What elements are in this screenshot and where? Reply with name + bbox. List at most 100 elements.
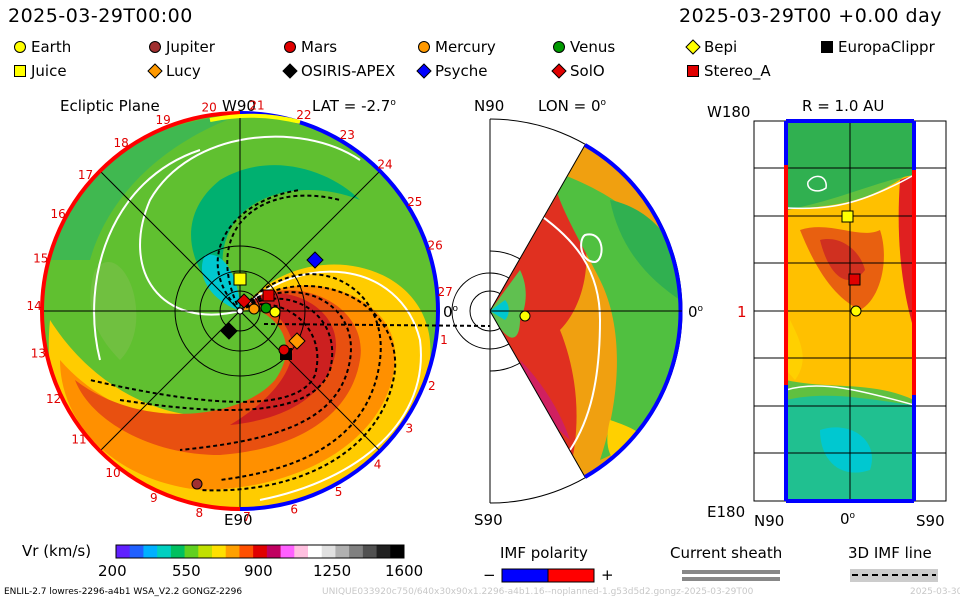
legend-diamond-icon [416, 63, 432, 79]
legend-item-venus: Venus [551, 38, 615, 56]
legend-item-label: SolO [570, 62, 605, 80]
radial-juice-marker [841, 210, 854, 223]
sector-label: 3 [405, 421, 413, 435]
colorbar-cell [321, 545, 336, 558]
legend-item-juice: Juice [12, 62, 67, 80]
sector-label: 18 [113, 136, 128, 150]
sun-marker [236, 307, 244, 315]
sector-label: 10 [105, 466, 120, 480]
legend-circle-icon [284, 41, 296, 53]
colorbar-cell [116, 545, 131, 558]
colorbar-tick-1250: 1250 [313, 562, 352, 580]
ecliptic-current-sheath [93, 135, 422, 501]
ecliptic-right-label: 0o [443, 303, 459, 321]
left-timestamp: 2025-03-29T00:00 [8, 5, 193, 27]
legend-item-solo: SolO [551, 62, 605, 80]
imf-minus-label: − [483, 566, 496, 584]
colorbar-cell [308, 545, 323, 558]
colorbar-tick-200: 200 [98, 562, 127, 580]
meridional-current-sheath [539, 214, 603, 451]
colorbar-cell [390, 545, 405, 558]
legend-square-icon [821, 41, 833, 53]
legend-diamond-icon [685, 39, 701, 55]
legend-item-label: OSIRIS-APEX [301, 62, 396, 80]
sector-label: 9 [150, 491, 158, 505]
colorbar-cell [239, 545, 254, 558]
solo-marker [236, 293, 252, 309]
colorbar-tick-550: 550 [172, 562, 201, 580]
colorbar-tick-1600: 1600 [385, 562, 424, 580]
lucy-marker [288, 332, 306, 350]
ecliptic-sheath-arc [209, 113, 301, 124]
legend-square-icon [14, 65, 26, 77]
ecliptic-imf-positive-arc [239, 111, 440, 511]
legend-square-icon [687, 65, 699, 77]
legend-circle-icon [418, 41, 430, 53]
sector-label: 4 [374, 457, 382, 471]
sector-label: 5 [335, 485, 343, 499]
radial-x-right: S90 [916, 512, 945, 530]
imf-plus-label: + [601, 566, 614, 584]
legend-item-psyche: Psyche [416, 62, 487, 80]
colorbar-cell [280, 545, 295, 558]
colorbar-cell [376, 545, 391, 558]
sector-label: 14 [26, 299, 41, 313]
sector-labels: 20 21222324252627123456789101112131415161… [26, 99, 452, 524]
radial-r-label: R = 1.0 AU [802, 97, 885, 115]
legend-item-label: Mercury [435, 38, 496, 56]
sector-label: 22 [296, 108, 311, 122]
meridional-edge-bottom [489, 310, 586, 478]
legend-circle-icon [553, 41, 565, 53]
colorbar-cell [349, 545, 364, 558]
legend-diamond-icon [147, 63, 163, 79]
ecliptic-imf-lines [89, 189, 397, 492]
ecliptic-lat-label: LAT = -2.7o [312, 97, 396, 115]
earth-marker [269, 306, 281, 318]
legend-item-mars: Mars [282, 38, 337, 56]
colorbar-frame [115, 544, 405, 559]
sector-label: 21 [249, 99, 264, 113]
venus-marker [260, 302, 272, 314]
imf-negative-swatch [501, 568, 549, 583]
sector-label: 8 [195, 506, 203, 520]
legend-item-label: Mars [301, 38, 338, 56]
sector-label: 25 [407, 195, 422, 209]
ecliptic-observers [191, 251, 324, 490]
colorbar-cell [294, 545, 309, 558]
right-timestamp: 2025-03-29T00 +0.00 day [679, 5, 942, 27]
sector-label: 1 [440, 333, 448, 347]
sector-label: 27 [437, 285, 452, 299]
sector-label: 26 [428, 238, 443, 252]
colorbar-cell [212, 545, 227, 558]
sheath-line-2 [682, 577, 780, 581]
legend-item-label: Bepi [704, 38, 738, 56]
sheath-line-1 [682, 570, 780, 574]
colorbar-cell [184, 545, 199, 558]
meridional-earth-marker [519, 310, 531, 322]
legend-item-europaclippr: EuropaClippr [819, 38, 935, 56]
radial-mid-label: 1 [737, 303, 747, 321]
meridional-right-label: 0o [688, 303, 704, 321]
colorbar-cell [225, 545, 240, 558]
meridional-bottom-label: S90 [474, 511, 503, 529]
legend-diamond-icon [282, 63, 298, 79]
legend-item-label: Lucy [166, 62, 201, 80]
psyche-marker [306, 251, 324, 269]
meridional-edge-top [489, 144, 586, 312]
sector-label: 15 [33, 252, 48, 266]
meridional-top-label: N90 [474, 97, 505, 115]
legend-item-jupiter: Jupiter [147, 38, 215, 56]
imf-polarity-label: IMF polarity [500, 544, 588, 562]
legend-item-stereo-a: Stereo_A [685, 62, 771, 80]
sector-label: 19 [155, 113, 170, 127]
mars-marker [278, 344, 290, 356]
sector-label: 12 [46, 392, 61, 406]
imf3d-label: 3D IMF line [848, 544, 932, 562]
legend-item-label: Juice [31, 62, 67, 80]
colorbar-cell [170, 545, 186, 558]
radial-current-sheath [786, 174, 914, 406]
legend-diamond-icon [551, 63, 567, 79]
radial-earth-marker [850, 305, 862, 317]
stereo-a-marker [262, 289, 275, 302]
